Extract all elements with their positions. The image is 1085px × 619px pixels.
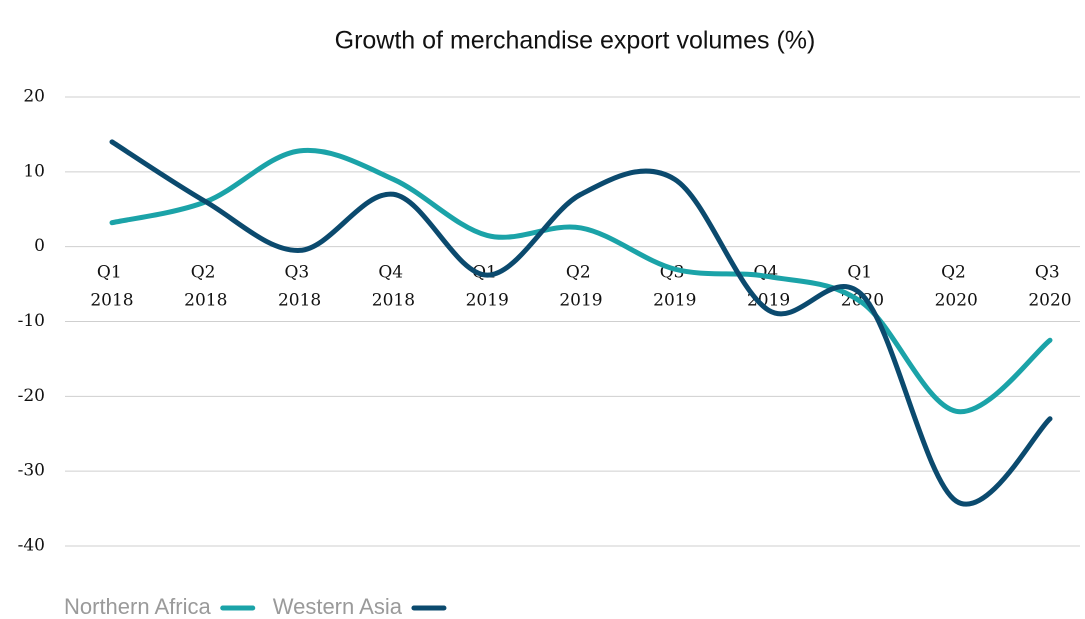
y-tick-label: -10: [18, 311, 45, 331]
x-tick-label: Q1 2018: [90, 262, 133, 310]
y-tick-label: 10: [23, 161, 45, 181]
x-tick-label: Q1 2019: [466, 262, 509, 310]
y-tick-label: -20: [18, 386, 45, 406]
series-line: [109, 147, 1053, 414]
y-tick-label: -30: [18, 461, 45, 481]
x-tick-label: Q2 2020: [935, 262, 978, 310]
y-tick-label: 0: [34, 236, 45, 256]
x-tick-label: Q2 2019: [559, 262, 602, 310]
y-tick-label: 20: [23, 87, 45, 107]
x-tick-label: Q3 2020: [1028, 262, 1071, 310]
chart-title: Growth of merchandise export volumes (%): [335, 27, 816, 55]
y-tick-label: -40: [18, 536, 45, 556]
x-tick-label: Q2 2018: [184, 262, 227, 310]
x-tick-label: Q3 2018: [278, 262, 321, 310]
legend-label: Western Asia: [273, 594, 403, 619]
x-tick-label: Q4 2019: [747, 262, 790, 310]
legend-label: Northern Africa: [64, 594, 211, 619]
x-tick-label: Q4 2018: [372, 262, 415, 310]
series-line: [109, 139, 1053, 507]
